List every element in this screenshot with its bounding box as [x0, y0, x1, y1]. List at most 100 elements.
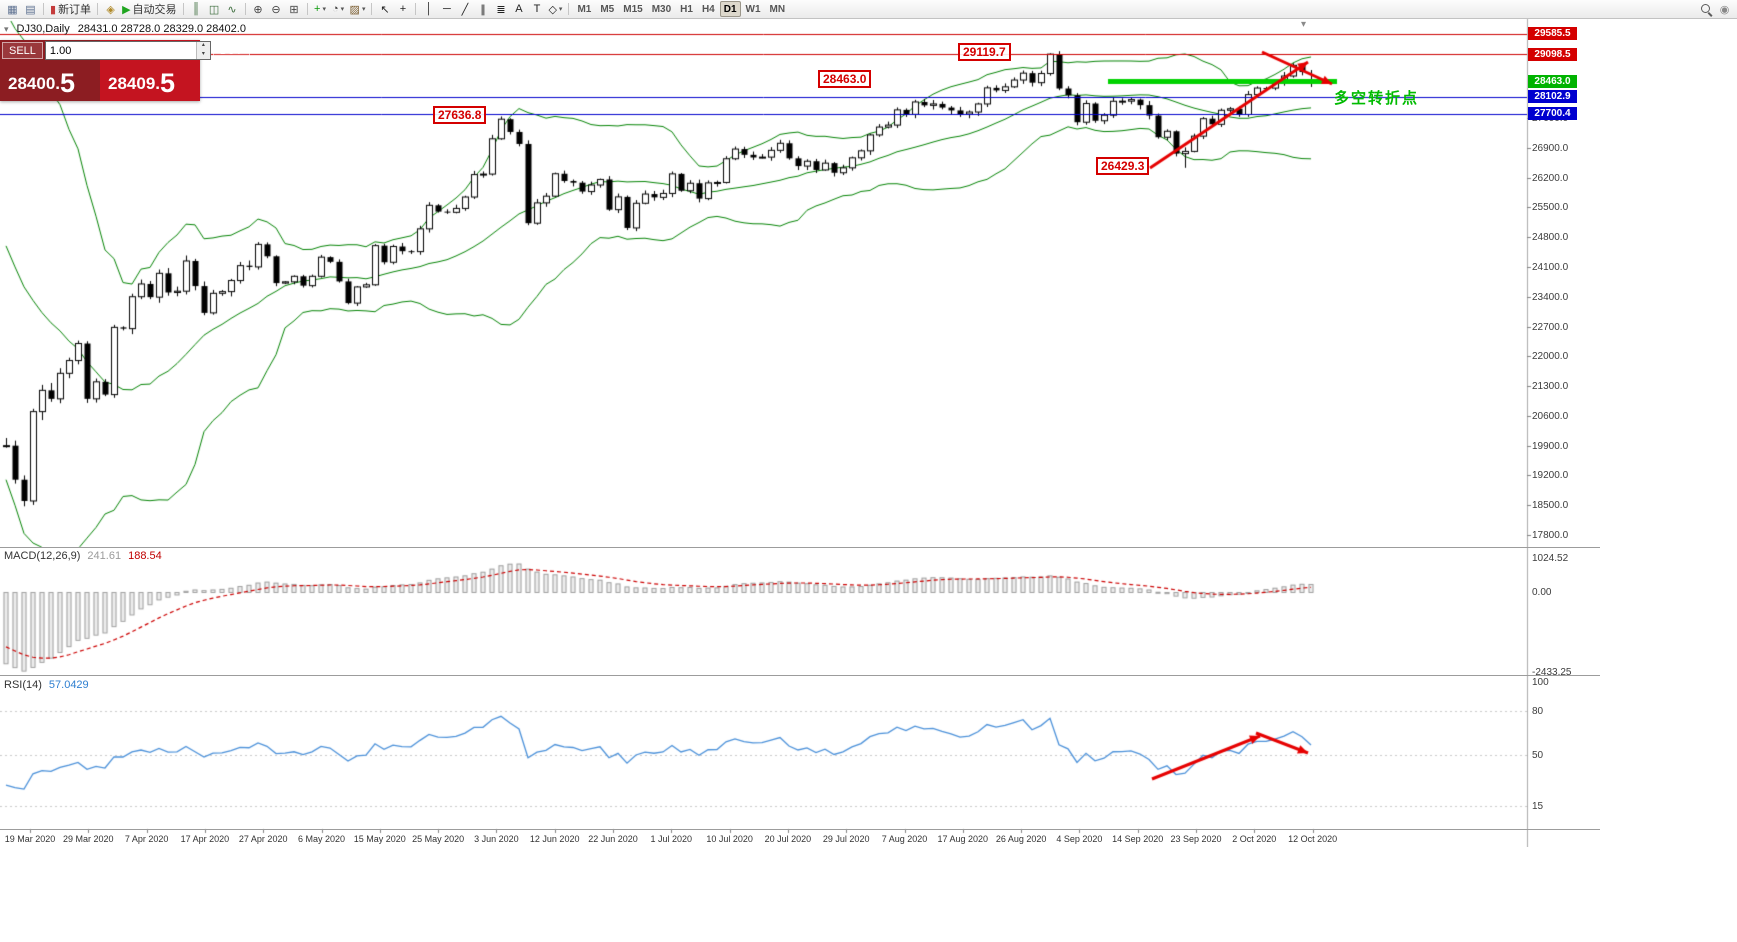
candlestick-chart-icon[interactable]: ◫: [206, 1, 223, 17]
toolbar-separator: [415, 3, 417, 15]
macd-axis-label: -2433.25: [1532, 667, 1572, 678]
macd-signal-value: 188.54: [128, 550, 162, 562]
price-scale[interactable]: 27600.026900.026200.025500.024800.024100…: [1527, 19, 1602, 847]
timeframe-mn[interactable]: MN: [766, 1, 790, 17]
rsi-label: RSI(14) 57.0429: [4, 679, 89, 691]
tile-windows-icon[interactable]: ⊞: [286, 1, 303, 17]
volume-field: ▴ ▾: [44, 41, 211, 60]
price-axis-marker: 28102.9: [1528, 90, 1577, 104]
one-click-prices: 28400. 5 28409. 5: [0, 61, 200, 101]
date-label: 29 Jul 2020: [822, 834, 870, 844]
cursor-icon[interactable]: ↖: [376, 1, 393, 17]
buy-price-big: 5: [160, 68, 176, 98]
rsi-name: RSI(14): [4, 679, 42, 691]
macd-main-value: 241.61: [87, 550, 122, 562]
toolbar-separator: [371, 3, 373, 15]
fibonacci-icon[interactable]: ≣: [492, 1, 509, 17]
bar-chart-icon[interactable]: ║: [188, 1, 205, 17]
profiles-icon[interactable]: ▤: [22, 1, 39, 17]
price-annotation-low[interactable]: 26429.3: [1096, 157, 1150, 175]
line-chart-icon[interactable]: ∿: [224, 1, 241, 17]
search-icon[interactable]: [1698, 1, 1715, 17]
indicators-icon[interactable]: + ▾: [312, 1, 329, 17]
shapes-icon[interactable]: ◇ ▾: [546, 1, 564, 17]
sell-button[interactable]: SELL: [2, 42, 43, 59]
community-icon[interactable]: ◉: [1716, 1, 1733, 17]
date-label: 14 Sep 2020: [1112, 834, 1164, 844]
price-axis-marker: 29098.5: [1528, 47, 1577, 61]
rsi-axis-label: 100: [1532, 677, 1549, 688]
volume-down-button[interactable]: ▾: [196, 50, 210, 59]
timeframe-m15[interactable]: M15: [619, 1, 646, 17]
date-label: 29 Mar 2020: [63, 834, 114, 844]
crosshair-icon[interactable]: +: [394, 1, 411, 17]
zoom-out-icon[interactable]: ⊖: [268, 1, 285, 17]
price-axis-label: 20600.0: [1532, 410, 1569, 422]
timeframe-h1[interactable]: H1: [676, 1, 697, 17]
price-axis-label: 22700.0: [1532, 321, 1569, 333]
autotrade-button[interactable]: ▶ 自动交易: [120, 1, 178, 17]
toolbar-separator: [244, 3, 246, 15]
vertical-line-icon[interactable]: │: [420, 1, 437, 17]
macd-rsi-separator[interactable]: [0, 675, 1600, 676]
price-axis-label: 17800.0: [1532, 530, 1569, 542]
toolbar-separator: [306, 3, 308, 15]
zoom-in-icon[interactable]: ⊕: [250, 1, 267, 17]
price-annotation-level[interactable]: 28463.0: [818, 70, 872, 88]
time-scale[interactable]: 19 Mar 2020 29 Mar 2020 7 Apr 2020 17 Apr 2…: [0, 831, 1600, 847]
sell-price-small: 28400.: [8, 74, 60, 93]
price-axis-label: 26900.0: [1532, 142, 1569, 154]
date-label: 17 Apr 2020: [180, 834, 230, 844]
price-chart-canvas[interactable]: [0, 19, 1600, 847]
rsi-axis-label: 80: [1532, 706, 1544, 718]
price-axis-label: 18500.0: [1532, 500, 1569, 512]
timeframe-m30[interactable]: M30: [648, 1, 675, 17]
sell-price[interactable]: 28400. 5: [0, 61, 100, 101]
trend-note[interactable]: 多空转折点: [1334, 90, 1420, 107]
date-label: 20 Jul 2020: [764, 834, 812, 844]
text-icon[interactable]: A: [510, 1, 527, 17]
periods-icon[interactable]: ◔ ▾: [330, 1, 347, 17]
ohlc-values: 28431.0 28728.0 28329.0 28402.0: [77, 23, 246, 35]
price-axis-label: 24800.0: [1532, 232, 1569, 244]
macd-label: MACD(12,26,9) 241.61 188.54: [4, 550, 162, 562]
text-label-icon[interactable]: T: [528, 1, 545, 17]
templates-icon[interactable]: ▨ ▾: [348, 1, 368, 17]
horizontal-line-icon[interactable]: ─: [438, 1, 455, 17]
date-label: 4 Sep 2020: [1056, 834, 1103, 844]
timeframe-h4[interactable]: H4: [698, 1, 719, 17]
new-chart-icon[interactable]: ▦: [4, 1, 21, 17]
date-label: 15 May 2020: [353, 834, 406, 844]
macd-axis-label: 0.00: [1532, 587, 1552, 598]
sell-price-big: 5: [60, 68, 76, 98]
buy-price[interactable]: 28409. 5: [100, 61, 200, 101]
price-annotation-june-high[interactable]: 27636.8: [433, 106, 487, 124]
rsi-value: 57.0429: [48, 679, 89, 691]
timeframe-d1[interactable]: D1: [719, 1, 741, 17]
chart-shift-marker[interactable]: ▾: [1301, 19, 1307, 30]
toolbar-separator: [97, 3, 99, 15]
price-axis-label: 24100.0: [1532, 261, 1569, 273]
toolbar-separator: [43, 3, 44, 15]
timeframe-w1[interactable]: W1: [742, 1, 765, 17]
collapse-icon[interactable]: [4, 23, 9, 35]
toolbar: ▦ ▤ ▮ 新订单 ◈ ▶ 自动交易 ║ ◫ ∿ ⊕ ⊖ ⊞ + ▾ ◔ ▾ ▨ ▾ ↖ + │ ─ ╱ ∥ ≣ A T ◇ ▾ M1 M5 M…: [0, 0, 1737, 19]
buy-button[interactable]: BUY: [212, 42, 250, 59]
date-label: 22 Jun 2020: [588, 834, 638, 844]
equidistant-channel-icon[interactable]: ∥: [474, 1, 491, 17]
timeframe-m1[interactable]: M1: [573, 1, 595, 17]
trendline-icon[interactable]: ╱: [456, 1, 473, 17]
volume-up-button[interactable]: ▴: [196, 42, 210, 51]
chart-window: ▾ DJ30,Daily 28431.0 28728.0 28329.0 284…: [0, 19, 1737, 942]
price-axis-label: 22000.0: [1532, 351, 1569, 363]
new-order-button[interactable]: ▮ 新订单: [48, 1, 93, 17]
timeframe-m5[interactable]: M5: [596, 1, 618, 17]
price-axis-label: 26200.0: [1532, 172, 1569, 184]
price-annotation-peak[interactable]: 29119.7: [958, 43, 1011, 61]
date-label: 17 Aug 2020: [937, 834, 989, 844]
price-axis-label: 19900.0: [1532, 440, 1569, 452]
expert-advisors-icon[interactable]: ◈: [102, 1, 119, 17]
volume-input[interactable]: [45, 42, 196, 59]
price-axis-label: 23400.0: [1532, 291, 1569, 303]
main-macd-separator[interactable]: [0, 547, 1600, 548]
